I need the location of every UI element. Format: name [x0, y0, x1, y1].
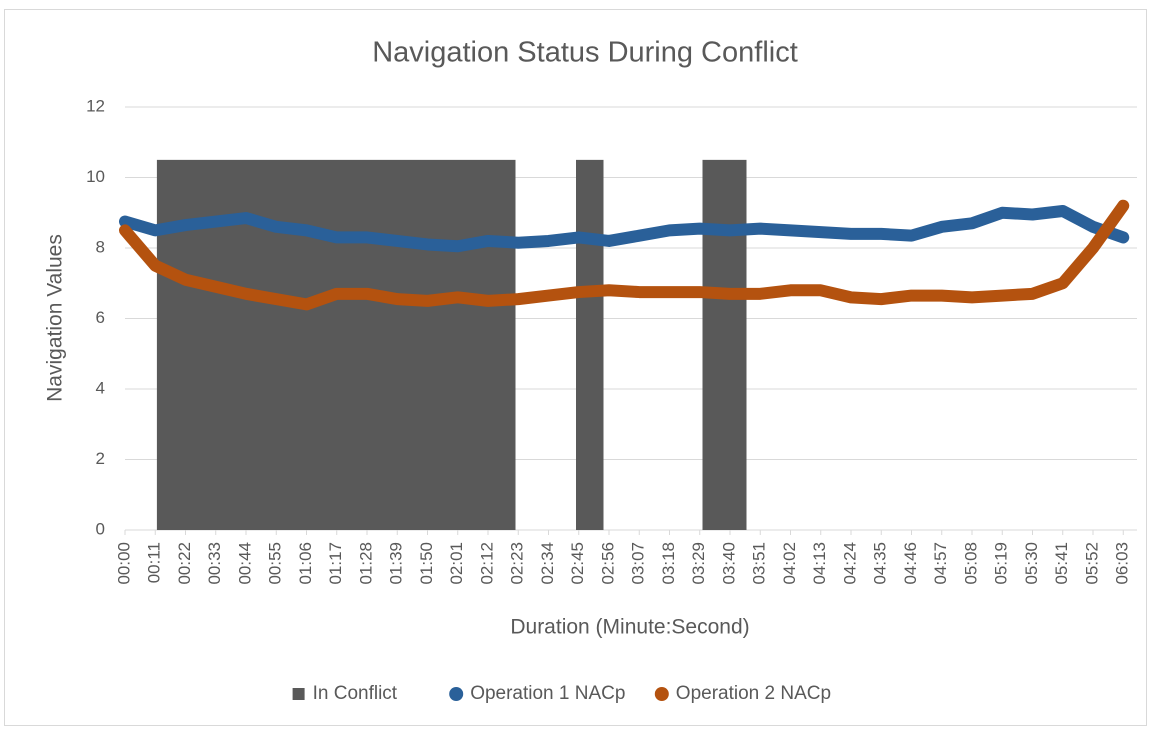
x-tick-label: 05:08	[961, 542, 980, 585]
x-tick-label: 01:17	[326, 542, 345, 585]
x-tick-label: 00:33	[205, 542, 224, 585]
y-tick-label: 4	[96, 378, 105, 397]
legend-swatch	[292, 688, 305, 700]
x-tick-label: 05:30	[1022, 542, 1041, 585]
y-tick-label: 0	[96, 519, 105, 538]
legend-label: Operation 1 NACp	[470, 683, 625, 704]
y-tick-label: 2	[96, 449, 105, 468]
y-tick-label: 6	[96, 308, 105, 327]
series-line	[119, 199, 1130, 311]
x-tick-label: 00:44	[235, 542, 254, 585]
x-tick-label: 04:24	[840, 542, 859, 585]
x-tick-label: 04:57	[931, 542, 950, 585]
x-tick-label: 00:55	[266, 542, 285, 585]
x-tick-label: 00:22	[175, 542, 194, 585]
conflict-area	[156, 159, 516, 530]
x-tick-label: 03:51	[750, 542, 769, 585]
conflict-area	[702, 159, 747, 530]
x-tick-label: 02:56	[598, 542, 617, 585]
x-tick-label: 04:13	[810, 542, 829, 585]
x-tick-label: 03:29	[689, 542, 708, 585]
x-tick-label: 02:23	[508, 542, 527, 585]
y-tick-label: 10	[86, 167, 105, 186]
x-tick-label: 05:52	[1082, 542, 1101, 585]
x-tick-label: 02:12	[477, 542, 496, 585]
x-tick-label: 00:11	[145, 542, 164, 583]
x-tick-label: 03:40	[719, 542, 738, 585]
x-tick-label: 06:03	[1113, 542, 1132, 585]
chart-title: Navigation Status During Conflict	[372, 37, 798, 69]
x-tick-label: 04:35	[871, 542, 890, 585]
legend-label: Operation 2 NACp	[676, 683, 831, 704]
x-tick-label: 02:01	[447, 542, 466, 585]
x-axis-label: Duration (Minute:Second)	[510, 616, 749, 639]
x-tick-label: 01:39	[387, 542, 406, 585]
legend-swatch	[654, 687, 669, 701]
series-line	[119, 204, 1130, 253]
x-tick-label: 05:41	[1052, 542, 1071, 585]
x-tick-label: 04:46	[901, 542, 920, 585]
x-tick-label: 03:18	[659, 542, 678, 585]
y-tick-label: 8	[96, 237, 105, 256]
x-tick-label: 01:06	[296, 542, 315, 585]
x-tick-label: 05:19	[992, 542, 1011, 585]
x-tick-label: 02:45	[568, 542, 587, 585]
x-tick-label: 03:07	[629, 542, 648, 585]
x-tick-label: 02:34	[538, 542, 557, 585]
y-axis-label: Navigation Values	[44, 234, 67, 402]
x-tick-label: 00:00	[114, 542, 133, 585]
x-tick-label: 01:28	[356, 542, 375, 585]
conflict-area	[576, 159, 604, 530]
legend-label: In Conflict	[313, 683, 398, 704]
x-tick-label: 01:50	[417, 542, 436, 585]
y-tick-label: 12	[86, 96, 105, 115]
x-tick-label: 04:02	[780, 542, 799, 585]
legend-swatch	[449, 687, 464, 701]
